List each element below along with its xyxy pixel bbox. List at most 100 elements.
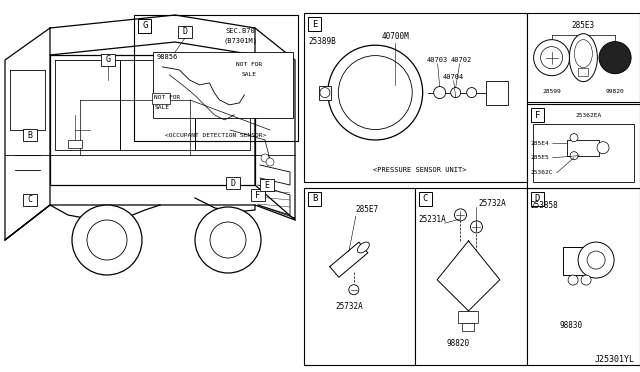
Bar bbox=[419, 192, 432, 206]
Text: D: D bbox=[230, 179, 236, 187]
Text: 253858: 253858 bbox=[531, 201, 559, 210]
Text: D: D bbox=[534, 194, 540, 203]
Text: 285E3: 285E3 bbox=[572, 20, 595, 29]
Bar bbox=[319, 86, 331, 100]
Text: B: B bbox=[312, 194, 317, 203]
Text: F: F bbox=[255, 190, 260, 199]
Text: NOT FOR: NOT FOR bbox=[154, 94, 180, 100]
Text: 98830: 98830 bbox=[559, 321, 582, 330]
Text: 40700M: 40700M bbox=[381, 32, 409, 41]
Text: 98856: 98856 bbox=[156, 54, 178, 60]
Text: J25301YL: J25301YL bbox=[595, 355, 635, 364]
Circle shape bbox=[581, 275, 591, 285]
Text: F: F bbox=[534, 110, 540, 120]
Text: 98820: 98820 bbox=[447, 339, 470, 348]
Circle shape bbox=[578, 242, 614, 278]
Circle shape bbox=[597, 142, 609, 154]
Bar bbox=[458, 311, 479, 323]
Bar bbox=[563, 247, 585, 275]
Text: C: C bbox=[422, 194, 428, 203]
Bar bbox=[251, 189, 265, 201]
Bar bbox=[23, 194, 37, 206]
Circle shape bbox=[349, 285, 359, 295]
Text: 40704: 40704 bbox=[443, 74, 464, 80]
Text: 25362EA: 25362EA bbox=[576, 113, 602, 118]
Circle shape bbox=[339, 55, 412, 129]
Text: 285E5: 285E5 bbox=[531, 155, 550, 160]
Circle shape bbox=[534, 40, 570, 76]
Bar bbox=[178, 26, 192, 38]
Circle shape bbox=[451, 87, 461, 97]
Circle shape bbox=[599, 42, 631, 74]
Bar bbox=[23, 129, 37, 141]
Text: SALE: SALE bbox=[154, 105, 170, 110]
Text: 25362C: 25362C bbox=[531, 170, 553, 175]
Bar bbox=[579, 68, 588, 76]
Bar bbox=[152, 93, 170, 104]
Circle shape bbox=[266, 158, 274, 166]
Bar bbox=[304, 188, 415, 365]
Text: D: D bbox=[182, 28, 188, 36]
Bar bbox=[567, 140, 599, 156]
Ellipse shape bbox=[570, 33, 597, 82]
Circle shape bbox=[587, 251, 605, 269]
Text: 28599: 28599 bbox=[542, 89, 561, 94]
Text: SEC.B70: SEC.B70 bbox=[226, 28, 255, 34]
Circle shape bbox=[320, 87, 330, 97]
Text: SALE: SALE bbox=[241, 73, 256, 77]
Circle shape bbox=[568, 275, 578, 285]
Bar bbox=[531, 108, 544, 122]
Bar bbox=[463, 323, 474, 331]
Bar bbox=[527, 188, 640, 365]
Circle shape bbox=[467, 87, 477, 97]
Bar bbox=[532, 124, 634, 182]
Text: (B7301M): (B7301M) bbox=[223, 38, 257, 44]
Text: G: G bbox=[106, 55, 111, 64]
Circle shape bbox=[328, 45, 422, 140]
Bar bbox=[101, 54, 115, 66]
Bar bbox=[134, 15, 298, 141]
Bar bbox=[486, 81, 508, 105]
Bar bbox=[531, 192, 544, 206]
Text: 99820: 99820 bbox=[605, 89, 625, 94]
Bar bbox=[527, 104, 640, 188]
Circle shape bbox=[87, 220, 127, 260]
Bar bbox=[308, 17, 321, 31]
Text: 25732A: 25732A bbox=[479, 199, 506, 208]
Text: G: G bbox=[142, 21, 148, 31]
Text: E: E bbox=[264, 180, 269, 189]
Text: 25732A: 25732A bbox=[336, 302, 364, 311]
Bar bbox=[154, 52, 292, 118]
Bar bbox=[308, 192, 321, 206]
Circle shape bbox=[454, 209, 467, 221]
Text: B: B bbox=[28, 131, 33, 140]
Bar bbox=[260, 179, 274, 191]
Ellipse shape bbox=[574, 40, 593, 68]
Text: C: C bbox=[28, 196, 33, 205]
Circle shape bbox=[570, 152, 578, 160]
Bar bbox=[226, 177, 240, 189]
Ellipse shape bbox=[357, 242, 369, 253]
Bar bbox=[138, 19, 152, 33]
Text: 25389B: 25389B bbox=[308, 37, 336, 46]
Text: 40703: 40703 bbox=[427, 57, 448, 63]
Circle shape bbox=[195, 207, 261, 273]
Circle shape bbox=[210, 222, 246, 258]
Bar bbox=[527, 13, 640, 102]
Circle shape bbox=[570, 134, 578, 142]
Text: <OCCUPANT DETECTION SENSOR>: <OCCUPANT DETECTION SENSOR> bbox=[165, 133, 267, 138]
Text: 40702: 40702 bbox=[451, 57, 472, 63]
Circle shape bbox=[261, 154, 269, 162]
Text: 25231A: 25231A bbox=[419, 215, 447, 224]
Bar bbox=[304, 13, 527, 182]
Circle shape bbox=[470, 221, 483, 233]
Bar bbox=[68, 140, 82, 148]
Text: NOT FOR: NOT FOR bbox=[236, 62, 262, 67]
Text: <PRESSURE SENSOR UNIT>: <PRESSURE SENSOR UNIT> bbox=[373, 167, 467, 173]
Circle shape bbox=[72, 205, 142, 275]
Text: E: E bbox=[312, 19, 317, 29]
Circle shape bbox=[434, 87, 445, 99]
Text: 285E4: 285E4 bbox=[531, 141, 550, 146]
Text: 285E7: 285E7 bbox=[356, 205, 379, 214]
Bar bbox=[415, 188, 527, 365]
